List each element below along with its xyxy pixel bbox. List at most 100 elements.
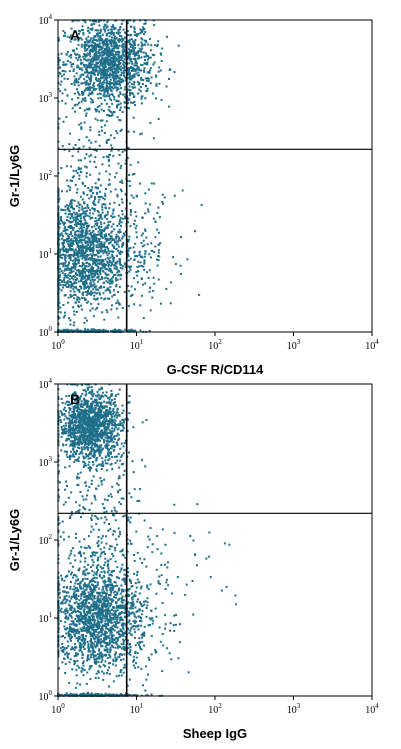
event-dot <box>84 429 86 431</box>
event-dot <box>93 233 96 236</box>
event-dot <box>94 186 97 189</box>
event-dot <box>75 169 78 172</box>
event-dot <box>68 244 71 246</box>
event-dot <box>138 50 141 53</box>
event-dot <box>118 51 121 53</box>
event-dot <box>86 222 89 225</box>
event-dot <box>84 185 86 187</box>
event-dot <box>73 275 76 278</box>
event-dot <box>102 156 105 159</box>
event-dot <box>63 279 65 281</box>
event-dot <box>119 459 122 462</box>
event-dot <box>119 119 122 122</box>
event-dot <box>130 194 133 197</box>
event-dot <box>118 44 121 47</box>
event-dot <box>78 396 81 399</box>
event-dot <box>89 72 91 75</box>
event-dot <box>80 413 83 416</box>
event-dot <box>146 58 149 61</box>
event-dot <box>74 428 77 431</box>
event-dot <box>79 271 82 274</box>
event-dot <box>113 38 116 40</box>
event-dot <box>106 90 109 92</box>
event-dot <box>92 442 95 445</box>
event-dot <box>93 428 96 431</box>
event-dot <box>98 422 101 425</box>
event-dot <box>63 276 66 279</box>
event-dot <box>73 444 75 447</box>
event-dot <box>114 63 116 66</box>
event-dot <box>119 188 122 191</box>
event-dot <box>121 66 124 69</box>
event-dot <box>133 595 136 598</box>
event-dot <box>104 124 107 127</box>
event-dot <box>69 434 71 437</box>
event-dot <box>110 435 113 438</box>
event-dot <box>67 213 70 216</box>
event-dot <box>103 286 105 289</box>
event-dot <box>72 448 75 451</box>
event-dot <box>112 258 115 261</box>
event-dot <box>86 204 89 206</box>
event-dot <box>101 208 104 211</box>
event-dot <box>117 47 120 50</box>
event-dot <box>106 92 109 95</box>
event-dot <box>77 233 80 236</box>
event-dot <box>84 83 87 86</box>
event-dot <box>79 255 82 258</box>
event-dot <box>94 435 97 438</box>
event-dot <box>78 56 81 59</box>
event-dot <box>90 28 93 31</box>
event-dot <box>106 114 109 117</box>
event-dot <box>110 144 113 147</box>
event-dot <box>100 416 103 419</box>
event-dot <box>86 52 89 55</box>
event-dot <box>98 67 101 70</box>
event-dot <box>118 118 121 121</box>
event-dot <box>98 394 101 397</box>
event-dot <box>99 255 102 258</box>
event-dot <box>84 274 87 277</box>
event-dot <box>59 219 62 221</box>
event-dot <box>72 68 75 71</box>
event-dot <box>88 49 91 52</box>
event-dot <box>88 53 91 56</box>
event-dot <box>84 215 87 218</box>
event-dot <box>62 413 65 416</box>
event-dot <box>106 80 109 83</box>
event-dot <box>128 265 131 268</box>
event-dot <box>93 451 96 454</box>
event-dot <box>103 428 106 431</box>
event-dot <box>75 443 78 446</box>
event-dot <box>162 202 165 205</box>
event-dot <box>75 217 78 220</box>
event-dot <box>100 297 103 300</box>
event-dot <box>96 417 99 420</box>
event-dot <box>99 81 102 84</box>
event-dot <box>71 418 74 421</box>
event-dot <box>157 259 160 262</box>
event-dot <box>97 20 100 23</box>
event-dot <box>132 196 135 199</box>
event-dot <box>66 228 69 231</box>
event-dot <box>92 237 95 240</box>
event-dot <box>63 73 65 76</box>
event-dot <box>81 232 84 235</box>
event-dot <box>87 440 90 443</box>
event-dot <box>97 52 100 54</box>
event-dot <box>122 452 125 455</box>
event-dot <box>127 73 129 76</box>
event-dot <box>143 55 146 58</box>
event-dot <box>136 578 139 581</box>
event-dot <box>111 68 114 71</box>
event-dot <box>93 48 96 51</box>
event-dot <box>81 417 84 420</box>
event-dot <box>76 246 79 248</box>
event-dot <box>80 38 83 41</box>
event-dot <box>96 58 99 61</box>
event-dot <box>108 95 110 98</box>
event-dot <box>111 230 114 233</box>
event-dot <box>102 54 105 56</box>
event-dot <box>107 51 110 54</box>
event-dot <box>68 411 71 414</box>
